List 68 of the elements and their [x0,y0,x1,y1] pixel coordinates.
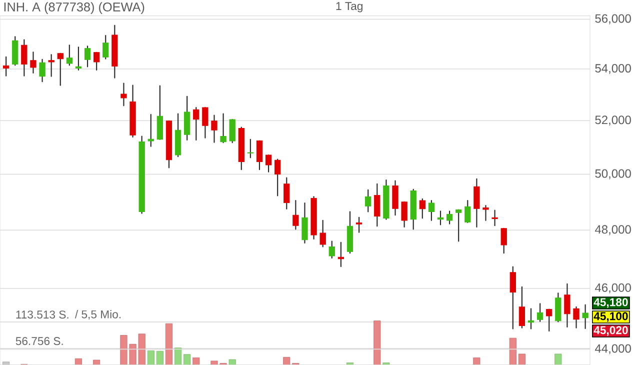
candlestick [211,114,218,143]
candlestick [48,54,54,77]
candlestick [518,286,526,328]
text: 45,100 [594,312,628,322]
chart-title: INH. A (877738) (OEWA) [4,2,144,14]
candlestick [456,209,462,242]
candlestick [474,178,480,228]
text: 45,020 [594,326,628,336]
candlestick [365,189,372,212]
candlestick [546,308,552,332]
candlestick [302,202,308,244]
candlestick [120,82,127,106]
candlestick [75,46,82,71]
candlestick [428,200,435,221]
candlestick [2,56,10,76]
candlestick [202,106,208,138]
candlestick [437,210,444,226]
candlestick [401,201,408,228]
candlestick [66,44,72,66]
candlestick [148,114,154,147]
candlestick [93,52,100,71]
candlestick [193,106,200,140]
chart-subtitle: 1 Tag [336,2,362,12]
candlestick [247,138,254,158]
candlestick [419,198,426,219]
candlestick [21,39,28,76]
candlestick [284,177,290,210]
candlestick [482,205,489,221]
candlestick [12,36,18,66]
candlestick [564,283,570,328]
candlestick [328,240,335,259]
candlestick [292,200,299,230]
candlestick [392,180,398,216]
candlestick [102,34,109,60]
text: 45,180 [594,298,628,308]
candlestick [320,220,326,248]
candlestick [582,304,588,330]
candlestick [256,140,263,170]
candlestick [39,58,46,82]
candlestick [84,46,91,68]
candlestick [500,228,507,254]
y-tick-label: 54,000 [595,64,631,74]
candlestick [374,183,380,227]
candlestick [184,96,190,140]
y-tick-label: 52,000 [595,116,631,126]
candlestick [536,303,544,322]
candlestick [573,306,580,328]
candlestick [492,210,498,226]
candlestick [274,158,281,196]
annotation: / 5,5 Mio. [74,310,120,320]
candlestick [446,210,453,224]
y2-tick-label: 113.513 S. [16,310,68,319]
y-tick-label: 46,000 [594,283,631,294]
y-tick-label: 48,000 [594,225,631,236]
y-tick-label: 56,000 [595,14,631,24]
y2-tick-label: 56.756 S. [16,337,63,346]
candlestick [220,113,226,144]
candlestick [510,266,516,330]
candlestick [464,200,471,223]
y-tick-label: 44,000 [594,344,631,354]
candlestick [229,119,236,144]
candlestick [555,292,562,322]
candlestick [30,52,36,74]
candlestick [356,216,362,233]
y-tick-label: 50,000 [595,169,631,180]
candlestick [156,85,163,140]
candlestick [57,52,64,86]
candlestick [265,154,272,172]
